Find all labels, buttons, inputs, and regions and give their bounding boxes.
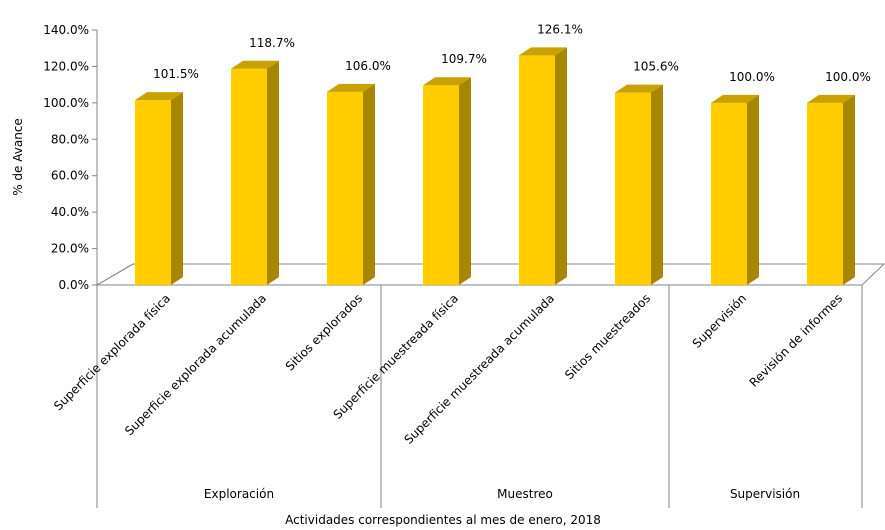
- bar-front: [423, 85, 459, 285]
- bar-top: [519, 47, 567, 56]
- bar-top: [135, 92, 183, 101]
- axes-layer: [92, 29, 885, 508]
- chart-floor: [95, 263, 885, 286]
- bar: [519, 47, 567, 285]
- x-category-label: Sitios explorados: [283, 291, 365, 373]
- bar: [423, 77, 471, 285]
- x-category-label: Superficie muestreada acumulada: [401, 291, 557, 447]
- bar: [135, 92, 183, 285]
- bar-top: [231, 60, 279, 69]
- bar-front: [711, 102, 747, 285]
- data-label: 100.0%: [825, 70, 871, 84]
- x-group-label: Supervisión: [730, 487, 800, 501]
- data-label: 109.7%: [441, 52, 487, 66]
- bar-side: [459, 77, 471, 285]
- x-category-label: Sitios muestreados: [562, 291, 653, 382]
- x-category-label: Supervisión: [690, 291, 749, 350]
- data-label: 106.0%: [345, 59, 391, 73]
- bar: [711, 94, 759, 285]
- bar-top: [615, 84, 663, 93]
- bar-side: [555, 47, 567, 285]
- y-tick-label: 60.0%: [51, 169, 89, 183]
- bar: [807, 94, 855, 285]
- y-tick-label: 80.0%: [51, 132, 89, 146]
- bar-side: [843, 94, 855, 285]
- bar-front: [231, 68, 267, 286]
- y-axis-title: % de Avance: [11, 118, 25, 196]
- data-label: 105.6%: [633, 60, 679, 74]
- bar-top: [807, 94, 855, 103]
- x-category-label: Revisión de informes: [747, 291, 846, 390]
- x-group-label: Muestreo: [497, 487, 553, 501]
- y-tick-label: 100.0%: [43, 96, 89, 110]
- bar-top: [327, 83, 375, 92]
- bar: [231, 60, 279, 286]
- bar-side: [267, 60, 279, 285]
- x-group-label: Exploración: [204, 487, 274, 501]
- bar-front: [615, 92, 651, 286]
- y-tick-label: 140.0%: [43, 23, 89, 37]
- data-label: 101.5%: [153, 67, 199, 81]
- x-axis-title: Actividades correspondientes al mes de e…: [285, 513, 601, 527]
- bar: [615, 84, 663, 286]
- data-label: 126.1%: [537, 22, 583, 36]
- y-tick-label: 0.0%: [59, 278, 90, 292]
- bar-top: [423, 77, 471, 86]
- data-label: 100.0%: [729, 70, 775, 84]
- bar-side: [171, 92, 183, 285]
- y-tick-label: 40.0%: [51, 205, 89, 219]
- bars-layer: [135, 47, 855, 286]
- bar-front: [519, 55, 555, 285]
- bar-front: [807, 102, 843, 285]
- bar-front: [327, 91, 363, 285]
- bar-side: [363, 83, 375, 285]
- bar-side: [747, 94, 759, 285]
- bar: [327, 83, 375, 285]
- bar-side: [651, 84, 663, 286]
- bar-front: [135, 100, 171, 285]
- y-tick-label: 120.0%: [43, 59, 89, 73]
- y-tick-label: 20.0%: [51, 242, 89, 256]
- data-label: 118.7%: [249, 36, 295, 50]
- bar-top: [711, 94, 759, 103]
